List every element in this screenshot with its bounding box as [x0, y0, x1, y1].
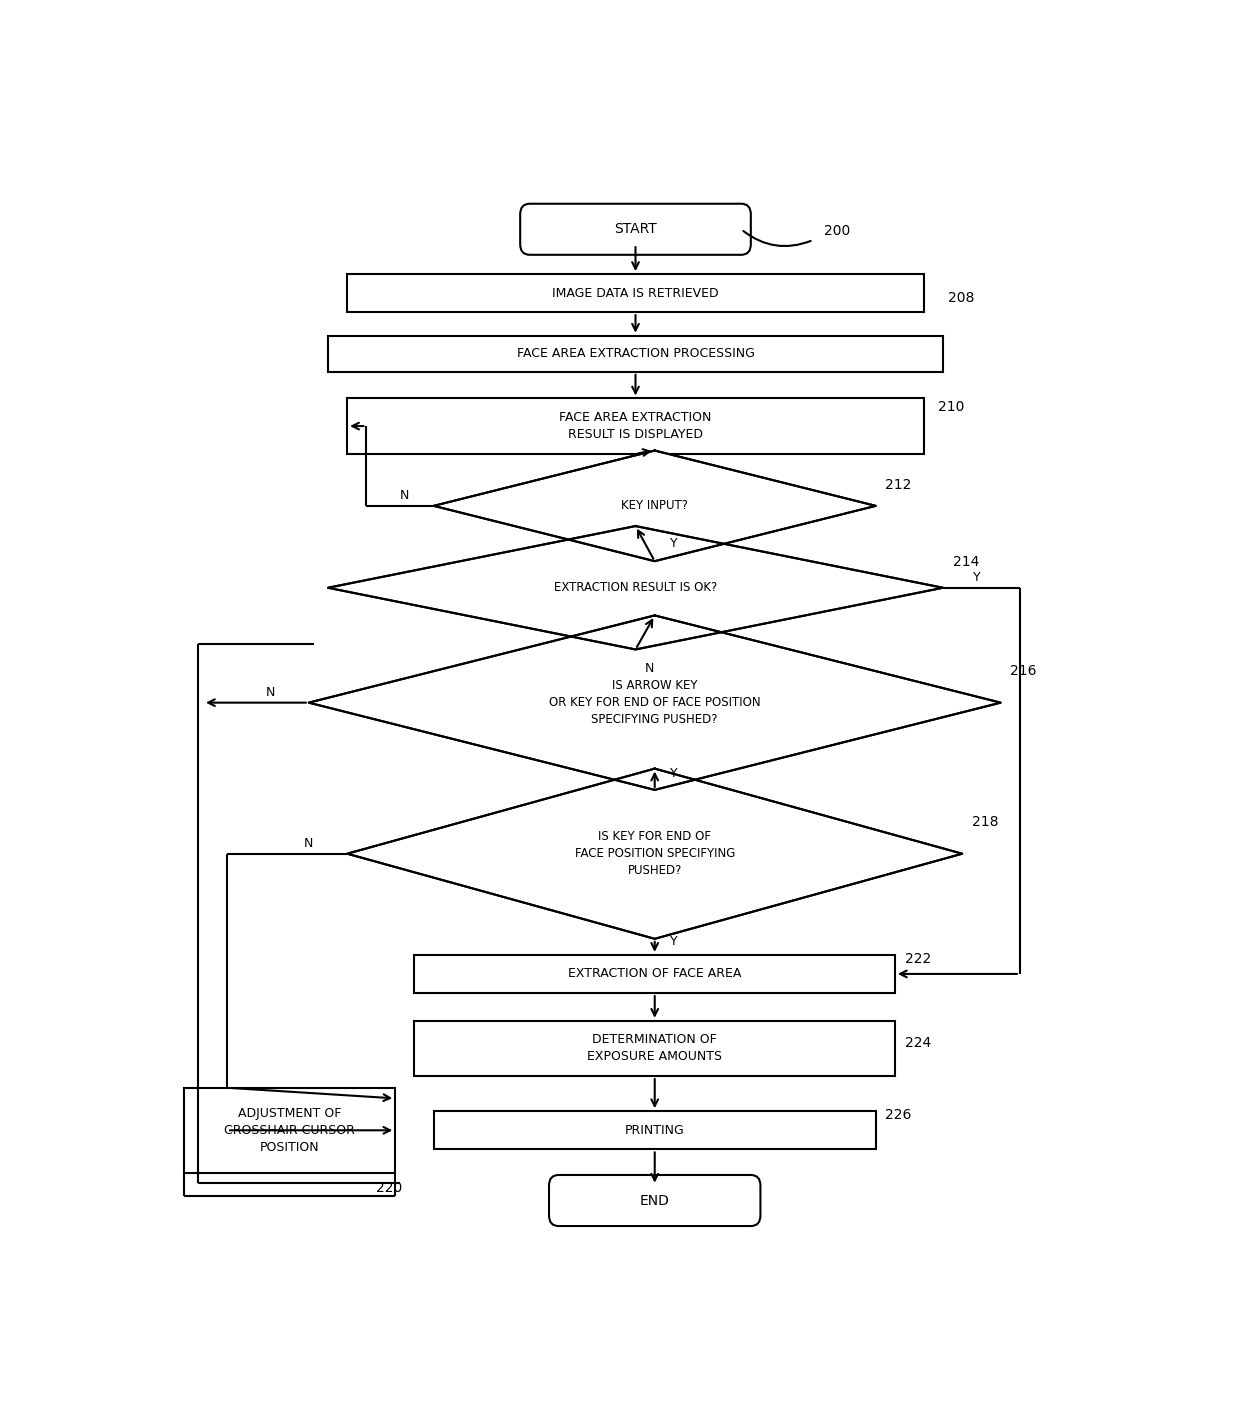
Text: IMAGE DATA IS RETRIEVED: IMAGE DATA IS RETRIEVED: [552, 286, 719, 300]
Text: 212: 212: [885, 478, 911, 491]
Text: Y: Y: [670, 935, 678, 948]
Polygon shape: [434, 451, 875, 561]
Text: 216: 216: [1011, 663, 1037, 677]
Text: 224: 224: [905, 1036, 931, 1050]
Text: FACE AREA EXTRACTION PROCESSING: FACE AREA EXTRACTION PROCESSING: [517, 347, 754, 360]
Bar: [414, 1020, 895, 1076]
Text: FACE AREA EXTRACTION
RESULT IS DISPLAYED: FACE AREA EXTRACTION RESULT IS DISPLAYED: [559, 411, 712, 441]
Text: N: N: [265, 686, 275, 699]
FancyBboxPatch shape: [549, 1175, 760, 1227]
Text: 218: 218: [972, 815, 998, 828]
Text: START: START: [614, 222, 657, 236]
Bar: [327, 336, 944, 371]
Text: PRINTING: PRINTING: [625, 1124, 684, 1137]
Text: 226: 226: [885, 1109, 911, 1123]
Bar: [184, 1087, 396, 1173]
Polygon shape: [309, 615, 1001, 790]
Text: N: N: [304, 837, 314, 850]
Text: N: N: [401, 488, 409, 502]
Text: Y: Y: [670, 536, 678, 551]
Text: 214: 214: [952, 555, 980, 569]
Text: 200: 200: [825, 225, 851, 239]
Text: IS KEY FOR END OF
FACE POSITION SPECIFYING
PUSHED?: IS KEY FOR END OF FACE POSITION SPECIFYI…: [574, 830, 735, 877]
Text: IS ARROW KEY
OR KEY FOR END OF FACE POSITION
SPECIFYING PUSHED?: IS ARROW KEY OR KEY FOR END OF FACE POSI…: [549, 679, 760, 726]
Polygon shape: [327, 527, 944, 649]
Polygon shape: [347, 768, 962, 939]
Bar: [414, 955, 895, 993]
Bar: [347, 398, 924, 454]
Text: DETERMINATION OF
EXPOSURE AMOUNTS: DETERMINATION OF EXPOSURE AMOUNTS: [588, 1033, 722, 1063]
Text: EXTRACTION OF FACE AREA: EXTRACTION OF FACE AREA: [568, 968, 742, 980]
Text: Y: Y: [670, 767, 678, 780]
Text: END: END: [640, 1194, 670, 1208]
Text: 208: 208: [947, 292, 975, 306]
Text: KEY INPUT?: KEY INPUT?: [621, 499, 688, 512]
Text: 222: 222: [905, 952, 931, 966]
Text: Y: Y: [973, 571, 981, 583]
Text: N: N: [645, 662, 655, 675]
Bar: [347, 275, 924, 312]
Text: ADJUSTMENT OF
CROSSHAIR CURSOR
POSITION: ADJUSTMENT OF CROSSHAIR CURSOR POSITION: [224, 1107, 355, 1154]
FancyBboxPatch shape: [521, 203, 751, 255]
Text: EXTRACTION RESULT IS OK?: EXTRACTION RESULT IS OK?: [554, 581, 717, 595]
Bar: [434, 1111, 875, 1150]
Text: 210: 210: [939, 400, 965, 414]
Text: 220: 220: [376, 1181, 402, 1195]
